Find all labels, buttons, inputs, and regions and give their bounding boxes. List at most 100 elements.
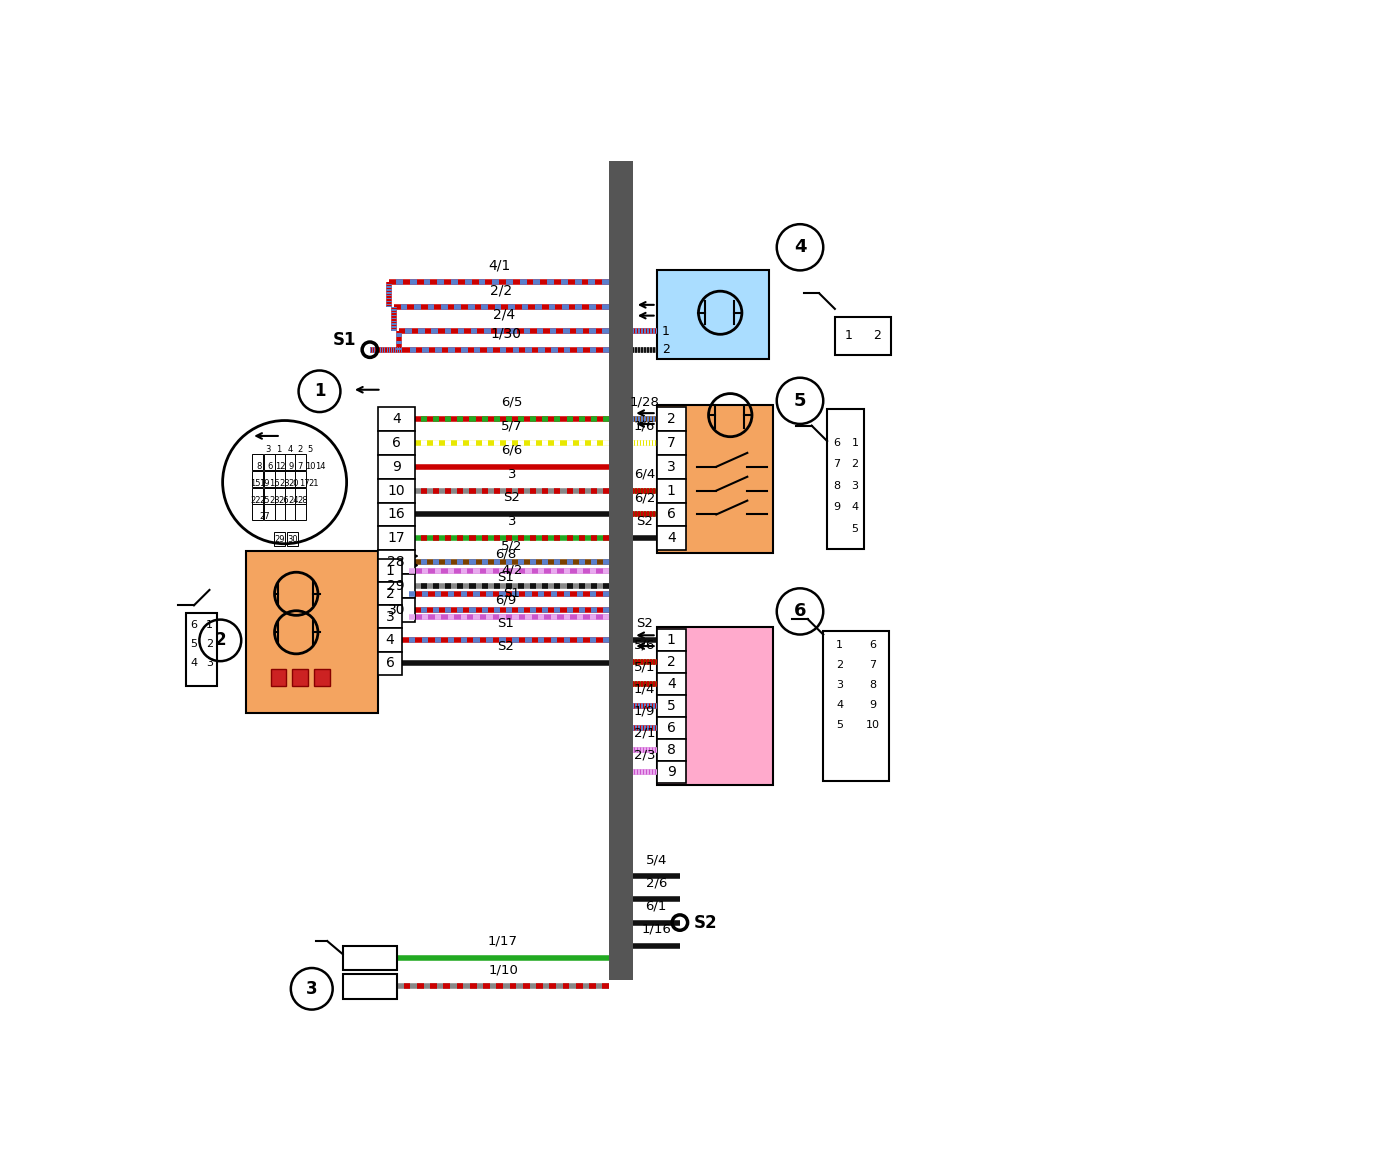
Bar (378, 560, 402, 583)
Text: 5: 5 (852, 524, 858, 534)
Text: 4: 4 (190, 658, 197, 668)
Text: 17: 17 (299, 480, 309, 488)
Text: 1/16: 1/16 (641, 922, 671, 935)
Text: 17: 17 (387, 532, 405, 546)
Text: 5/4: 5/4 (645, 853, 667, 866)
Text: 4: 4 (836, 699, 843, 710)
Text: S1: S1 (332, 332, 356, 349)
Bar (657, 407, 686, 431)
Bar (657, 761, 686, 783)
Text: 7: 7 (832, 459, 841, 469)
Text: 6/1: 6/1 (645, 899, 667, 912)
Text: 5/1: 5/1 (634, 661, 656, 674)
Text: 1/29: 1/29 (666, 333, 697, 348)
Bar (378, 575, 415, 598)
Bar (378, 606, 402, 629)
Text: S1: S1 (666, 314, 683, 329)
Text: 6/6: 6/6 (502, 444, 522, 457)
Bar (263, 504, 274, 520)
Bar (276, 472, 287, 487)
Bar (295, 504, 306, 520)
Bar (285, 454, 296, 469)
Text: 8: 8 (870, 680, 876, 690)
Text: 28: 28 (387, 555, 405, 569)
Text: 6/8: 6/8 (495, 548, 517, 561)
Text: 1/30: 1/30 (491, 326, 522, 341)
Text: 25: 25 (259, 496, 270, 505)
Bar (609, 161, 633, 980)
Text: 5: 5 (836, 720, 843, 729)
Text: 20: 20 (288, 480, 299, 488)
Bar (287, 532, 298, 546)
Text: 6/2: 6/2 (634, 491, 656, 504)
Text: 1: 1 (205, 620, 214, 630)
Bar (292, 669, 307, 687)
Text: 8: 8 (832, 481, 841, 490)
Text: 14: 14 (316, 462, 325, 472)
Text: 5: 5 (667, 699, 675, 713)
Text: 3: 3 (507, 467, 517, 481)
Text: 6: 6 (190, 620, 197, 630)
Text: 3: 3 (386, 610, 394, 624)
Bar (285, 472, 296, 487)
Text: 2/2: 2/2 (491, 283, 513, 297)
Text: S2: S2 (637, 617, 653, 630)
Bar (343, 975, 397, 999)
Text: 3: 3 (507, 516, 517, 528)
Bar (263, 454, 274, 469)
Text: 2: 2 (667, 412, 675, 427)
Text: 10: 10 (305, 462, 316, 472)
Bar (252, 504, 263, 520)
Bar (245, 551, 378, 713)
Bar (657, 673, 686, 695)
Bar (657, 526, 686, 550)
Bar (378, 454, 415, 479)
Text: 2: 2 (836, 660, 843, 669)
Text: 5: 5 (794, 392, 806, 410)
Bar (827, 408, 864, 549)
Bar (378, 526, 415, 550)
Bar (835, 317, 890, 355)
Text: S1: S1 (497, 617, 514, 630)
Text: 8: 8 (667, 742, 675, 757)
Text: 4: 4 (288, 445, 292, 454)
Bar (343, 946, 397, 970)
Text: 5: 5 (307, 445, 313, 454)
Text: 2/6: 2/6 (645, 876, 667, 889)
Bar (295, 488, 306, 504)
Text: 29: 29 (387, 579, 405, 593)
Bar (657, 454, 686, 479)
Text: 23: 23 (269, 496, 280, 505)
Text: 1: 1 (852, 438, 858, 447)
Text: 1/17: 1/17 (488, 935, 518, 948)
Text: 6: 6 (386, 657, 394, 670)
Bar (263, 488, 274, 504)
Text: 26: 26 (278, 496, 289, 505)
Text: 4: 4 (667, 677, 675, 691)
Bar (378, 550, 415, 575)
Text: 5/2: 5/2 (502, 539, 522, 553)
Text: 3: 3 (852, 481, 858, 490)
Text: 1: 1 (845, 329, 853, 342)
Text: 6: 6 (832, 438, 841, 447)
Text: 19: 19 (259, 480, 270, 488)
Text: 2: 2 (661, 343, 670, 356)
Text: 1: 1 (836, 639, 843, 650)
Text: 16: 16 (387, 507, 405, 521)
Text: S2: S2 (503, 491, 521, 504)
Bar (657, 627, 773, 785)
Bar (295, 472, 306, 487)
Bar (657, 271, 769, 360)
Text: 22: 22 (249, 496, 260, 505)
Text: 6/4: 6/4 (634, 467, 655, 481)
Bar (252, 472, 263, 487)
Bar (657, 651, 686, 673)
Bar (657, 717, 686, 739)
Text: 5/7: 5/7 (502, 420, 522, 432)
Text: 24: 24 (288, 496, 299, 505)
Text: S2: S2 (637, 516, 653, 528)
Text: 6/9: 6/9 (495, 594, 517, 607)
Text: 29: 29 (274, 535, 284, 544)
Text: 2/1: 2/1 (634, 727, 656, 740)
Text: 7: 7 (298, 462, 303, 472)
